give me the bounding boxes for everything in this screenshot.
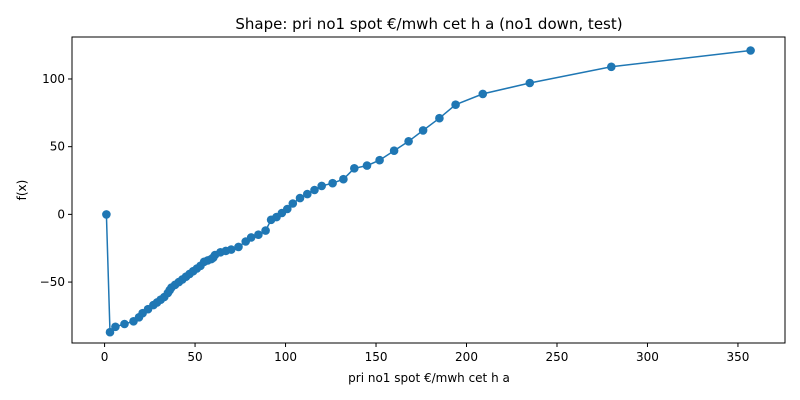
x-tick-label: 250	[546, 350, 569, 364]
data-point	[418, 126, 428, 135]
data-point	[254, 230, 263, 239]
data-point	[478, 89, 488, 99]
data-point	[111, 322, 120, 332]
y-tick-label: 0	[57, 207, 65, 221]
chart-title: Shape: pri no1 spot €/mwh cet h a (no1 d…	[235, 15, 622, 33]
data-point	[283, 204, 292, 214]
data-point	[261, 226, 270, 235]
data-point	[746, 46, 755, 55]
data-point	[451, 100, 460, 109]
y-axis: −50 0 50 100	[40, 72, 72, 289]
x-tick-label: 100	[274, 350, 297, 364]
data-point	[339, 174, 348, 184]
data-point	[389, 146, 399, 155]
x-tick-label: 50	[187, 350, 202, 364]
x-axis-label: pri no1 spot €/mwh cet h a	[348, 371, 510, 385]
y-axis-label: f(x)	[15, 180, 29, 201]
data-point	[435, 113, 444, 123]
data-point	[404, 137, 413, 146]
data-point	[120, 319, 129, 329]
data-point	[350, 164, 359, 173]
x-tick-label: 0	[101, 350, 109, 364]
data-point	[362, 161, 372, 170]
data-point	[234, 242, 243, 252]
data-point	[328, 178, 337, 188]
x-tick-label: 200	[455, 350, 478, 364]
data-point	[105, 327, 115, 337]
data-point	[310, 185, 319, 195]
data-point	[102, 210, 111, 219]
data-point	[288, 199, 298, 208]
x-tick-label: 150	[365, 350, 388, 364]
plot-frame	[71, 36, 786, 344]
data-point	[525, 78, 535, 88]
x-axis: 0 50 100 150 200 250 300 350	[101, 343, 749, 364]
y-tick-label: 100	[42, 72, 65, 86]
plot-area	[102, 46, 755, 337]
y-tick-label: 50	[50, 140, 65, 154]
data-point	[375, 155, 384, 165]
data-point	[607, 62, 616, 72]
data-point	[303, 189, 312, 199]
data-point	[226, 245, 236, 254]
data-point	[246, 233, 256, 242]
x-tick-label: 300	[636, 350, 659, 364]
data-point	[317, 181, 327, 191]
y-tick-label: −50	[40, 275, 65, 289]
x-tick-label: 350	[726, 350, 749, 364]
data-point	[295, 193, 305, 203]
